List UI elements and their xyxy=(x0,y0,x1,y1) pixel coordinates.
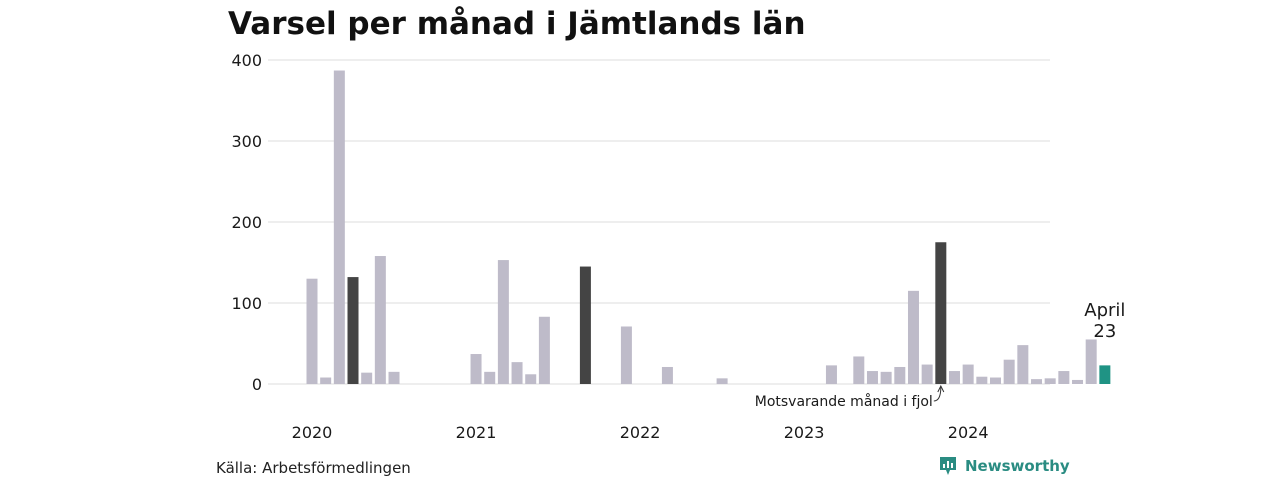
same-month-note: Motsvarande månad i fjol xyxy=(755,393,933,410)
bar xyxy=(1003,359,1015,384)
bar xyxy=(1044,378,1056,384)
bar xyxy=(620,326,632,384)
bar xyxy=(525,374,537,384)
bar xyxy=(579,266,591,384)
bar xyxy=(511,362,523,384)
bar xyxy=(907,290,919,384)
bar xyxy=(347,277,359,384)
bar xyxy=(320,377,332,384)
y-tick-label: 300 xyxy=(231,132,262,151)
bar xyxy=(1058,371,1070,384)
current-month-label: April xyxy=(1084,300,1125,321)
x-tick-label: 2022 xyxy=(620,423,661,442)
brand-name: Newsworthy xyxy=(965,457,1070,475)
bar xyxy=(990,377,1001,384)
bar xyxy=(1072,379,1084,384)
bar xyxy=(333,70,345,384)
x-tick-label: 2021 xyxy=(456,423,497,442)
bar xyxy=(935,242,947,384)
bar xyxy=(948,371,960,384)
bar xyxy=(361,372,373,384)
x-tick-label: 2024 xyxy=(948,423,989,442)
bar xyxy=(921,364,933,384)
bar xyxy=(894,366,906,384)
bar xyxy=(1085,339,1097,384)
bar xyxy=(374,256,386,384)
bar xyxy=(388,371,400,384)
bar xyxy=(716,378,728,384)
bar xyxy=(866,371,878,384)
y-tick-label: 400 xyxy=(231,51,262,70)
bar xyxy=(306,278,318,384)
bar xyxy=(497,260,509,384)
x-tick-label: 2020 xyxy=(292,423,333,442)
y-tick-label: 200 xyxy=(231,213,262,232)
bar xyxy=(976,376,988,384)
y-tick-label: 100 xyxy=(231,294,262,313)
bar xyxy=(853,356,865,384)
bar xyxy=(484,371,496,384)
bar xyxy=(825,365,837,384)
bar xyxy=(1017,345,1029,384)
bar xyxy=(470,354,482,384)
bar xyxy=(1031,379,1043,384)
brand-logo[interactable]: Newsworthy xyxy=(938,455,1070,477)
source-note: Källa: Arbetsförmedlingen xyxy=(216,459,411,477)
newsworthy-logo-icon xyxy=(940,457,956,475)
bar xyxy=(661,366,673,384)
chart-title: Varsel per månad i Jämtlands län xyxy=(228,6,806,42)
bar xyxy=(880,371,892,384)
current-value-label: 23 xyxy=(1093,321,1116,342)
bar xyxy=(1099,365,1111,384)
bar xyxy=(538,316,550,384)
bar xyxy=(962,364,974,384)
annotation-arrow xyxy=(933,386,942,402)
y-tick-label: 0 xyxy=(252,375,262,394)
x-tick-label: 2023 xyxy=(784,423,825,442)
annotation-arrowhead xyxy=(937,384,945,393)
